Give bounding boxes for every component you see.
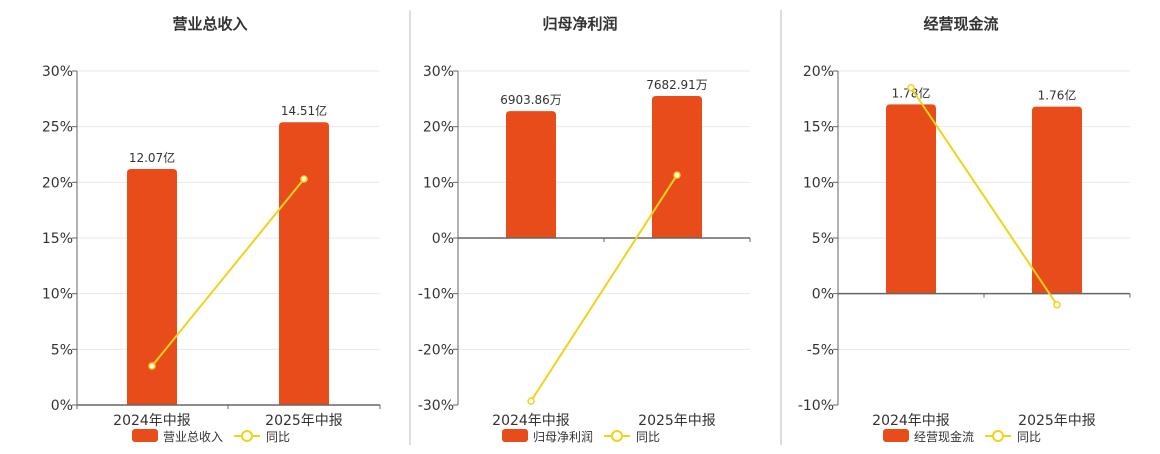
x-tick-label: 2024年中报: [872, 413, 950, 429]
yoy-point-1: [148, 362, 156, 370]
yoy-line: [530, 174, 678, 402]
y-tick-label: 15%: [42, 231, 73, 247]
chart-title: 经营现金流: [923, 15, 998, 33]
y-tick-label: -10%: [798, 398, 834, 414]
yoy-point-2: [1053, 301, 1061, 309]
bar-2: [1032, 106, 1082, 294]
y-tick-label: 20%: [803, 64, 834, 80]
y-tick-label: 10%: [42, 287, 73, 303]
bar-value-label: 1.78亿: [892, 85, 931, 100]
y-tick-label: -30%: [418, 398, 454, 414]
legend-line-label: 同比: [266, 430, 290, 444]
yoy-line: [910, 87, 1058, 306]
x-tick-label: 2025年中报: [1018, 413, 1096, 429]
y-tick-label: 20%: [42, 175, 73, 191]
y-tick-label: 30%: [423, 64, 454, 80]
bar-value-label: 12.07亿: [129, 150, 175, 165]
legend-bar-label: 营业总收入: [163, 430, 223, 444]
yoy-point-1: [907, 83, 915, 92]
bar-2: [279, 122, 329, 406]
yoy-line: [151, 178, 305, 367]
yoy-point-2: [673, 171, 681, 179]
chart-panel-2: 归母净利润 -30% -20% -10% 0% 10% 20% 30% 6903.86万 7682…: [418, 15, 751, 444]
y-tick-label: 20%: [423, 120, 454, 136]
legend-bar-swatch: [502, 429, 528, 442]
chart-title: 营业总收入: [172, 15, 247, 33]
chart-panel-1: 营业总收入 0% 5% 10% 15% 20% 25% 30% 12.07亿 14.51亿 2024…: [42, 15, 381, 444]
yoy-point-1: [527, 397, 535, 405]
y-tick-label: -5%: [807, 342, 834, 358]
legend-bar-label: 归母净利润: [533, 430, 593, 444]
bar-value-label: 14.51亿: [281, 103, 327, 118]
bar-1: [127, 168, 177, 405]
legend-line-label: 同比: [636, 430, 660, 444]
bar-1: [506, 111, 556, 238]
y-tick-label: 10%: [423, 175, 454, 191]
legend-bar-swatch: [132, 429, 158, 442]
y-tick-label: 30%: [42, 64, 73, 80]
legend-line-marker: [241, 430, 253, 442]
y-tick-label: -20%: [418, 342, 454, 358]
x-tick-label: 2024年中报: [492, 413, 570, 429]
legend-line-label: 同比: [1017, 430, 1041, 444]
x-tick-label: 2024年中报: [113, 413, 191, 429]
legend-bar-swatch: [883, 429, 909, 442]
bar-1: [886, 104, 936, 294]
legend-bar-label: 经营现金流: [914, 429, 974, 444]
y-tick-label: 0%: [432, 231, 454, 247]
y-tick-label: 25%: [42, 120, 73, 136]
bar-value-label: 1.76亿: [1038, 88, 1077, 103]
y-tick-label: 0%: [51, 398, 73, 414]
bar-value-label: 6903.86万: [500, 93, 562, 107]
chart-title: 归母净利润: [542, 15, 617, 33]
legend-line-marker: [992, 430, 1004, 442]
y-tick-label: 15%: [803, 120, 834, 136]
y-tick-label: -10%: [418, 287, 454, 303]
y-tick-label: 5%: [812, 231, 834, 247]
y-tick-label: 10%: [803, 175, 834, 191]
y-tick-label: 5%: [51, 342, 73, 358]
x-tick-label: 2025年中报: [265, 413, 343, 429]
bar-2: [652, 96, 702, 238]
bar-value-label: 7682.91万: [646, 78, 708, 92]
x-tick-label: 2025年中报: [638, 413, 716, 429]
yoy-point-2: [300, 175, 308, 183]
y-tick-label: 0%: [812, 287, 834, 303]
chart-panel-3: 经营现金流 -10% -5% 0% 5% 10% 15% 20% 1.78亿 1.76亿 2024年…: [798, 15, 1131, 444]
legend-line-marker: [611, 430, 623, 442]
